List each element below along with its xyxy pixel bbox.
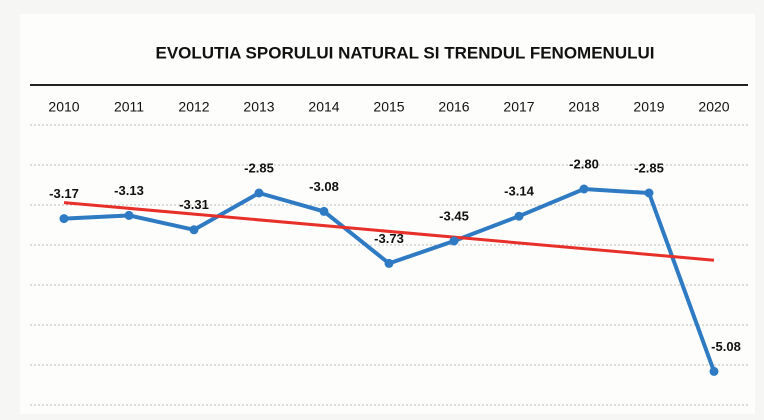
x-tick-label: 2020 (698, 99, 729, 115)
data-label: -3.13 (114, 183, 144, 198)
x-tick-label: 2019 (633, 99, 664, 115)
data-point (189, 225, 199, 235)
chart-title: EVOLUTIA SPORULUI NATURAL SI TRENDUL FEN… (156, 43, 655, 62)
data-label: -2.85 (634, 160, 664, 175)
data-point (644, 188, 654, 198)
x-tick-label: 2017 (503, 99, 534, 115)
data-label: -5.08 (711, 339, 741, 354)
data-point (449, 236, 459, 246)
data-label: -3.31 (179, 197, 209, 212)
data-label: -3.45 (439, 208, 469, 223)
x-tick-label: 2018 (568, 99, 599, 115)
data-label: -3.17 (49, 186, 79, 201)
trend-line (63, 201, 715, 262)
data-label: -2.85 (244, 160, 274, 175)
x-tick-label: 2011 (114, 99, 144, 115)
data-point (319, 206, 329, 216)
data-label: -3.14 (504, 184, 534, 199)
x-tick-label: 2015 (373, 99, 404, 115)
data-point (59, 214, 69, 224)
x-tick-label: 2014 (308, 99, 339, 115)
data-point (254, 188, 264, 198)
x-tick-label: 2012 (178, 99, 209, 115)
x-tick-label: 2016 (438, 99, 469, 115)
data-point (709, 366, 719, 376)
x-tick-label: 2010 (48, 99, 79, 115)
data-label: -3.73 (374, 231, 404, 246)
x-tick-label: 2013 (243, 99, 274, 115)
data-label: -2.80 (569, 156, 599, 171)
data-point (579, 184, 589, 194)
plot-area (20, 14, 755, 414)
data-point (384, 258, 394, 268)
data-point (514, 211, 524, 221)
data-point (124, 210, 134, 220)
data-label: -3.08 (309, 179, 339, 194)
